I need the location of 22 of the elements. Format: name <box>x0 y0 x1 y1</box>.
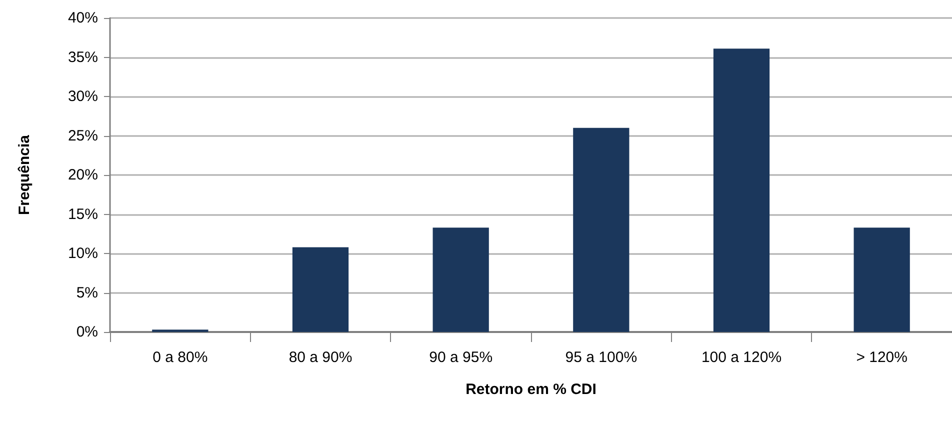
y-tick-label: 40% <box>68 10 98 26</box>
x-tick-label: 90 a 95% <box>429 349 493 366</box>
bar <box>713 48 770 332</box>
x-tick-label: 80 a 90% <box>288 349 352 366</box>
bar <box>573 128 630 332</box>
y-tick-label: 0% <box>76 324 98 340</box>
x-tick-label: 0 a 80% <box>152 349 208 366</box>
y-tick-label: 5% <box>76 284 98 302</box>
bar <box>854 228 910 332</box>
y-tick-label: 25% <box>68 127 98 144</box>
bar <box>292 247 349 332</box>
y-tick-label: 15% <box>68 206 98 223</box>
x-tick-label: 100 a 120% <box>701 349 782 366</box>
x-axis-title: Retorno em % CDI <box>466 381 596 398</box>
y-tick-label: 10% <box>68 245 98 262</box>
y-axis-title: Frequência <box>16 134 33 216</box>
y-tick-label: 30% <box>68 88 98 105</box>
bar <box>432 228 489 332</box>
y-tick-label: 20% <box>68 166 98 184</box>
x-tick-label: > 120% <box>856 349 908 366</box>
x-tick-label: 95 a 100% <box>565 349 638 366</box>
y-tick-label: 35% <box>68 48 98 66</box>
